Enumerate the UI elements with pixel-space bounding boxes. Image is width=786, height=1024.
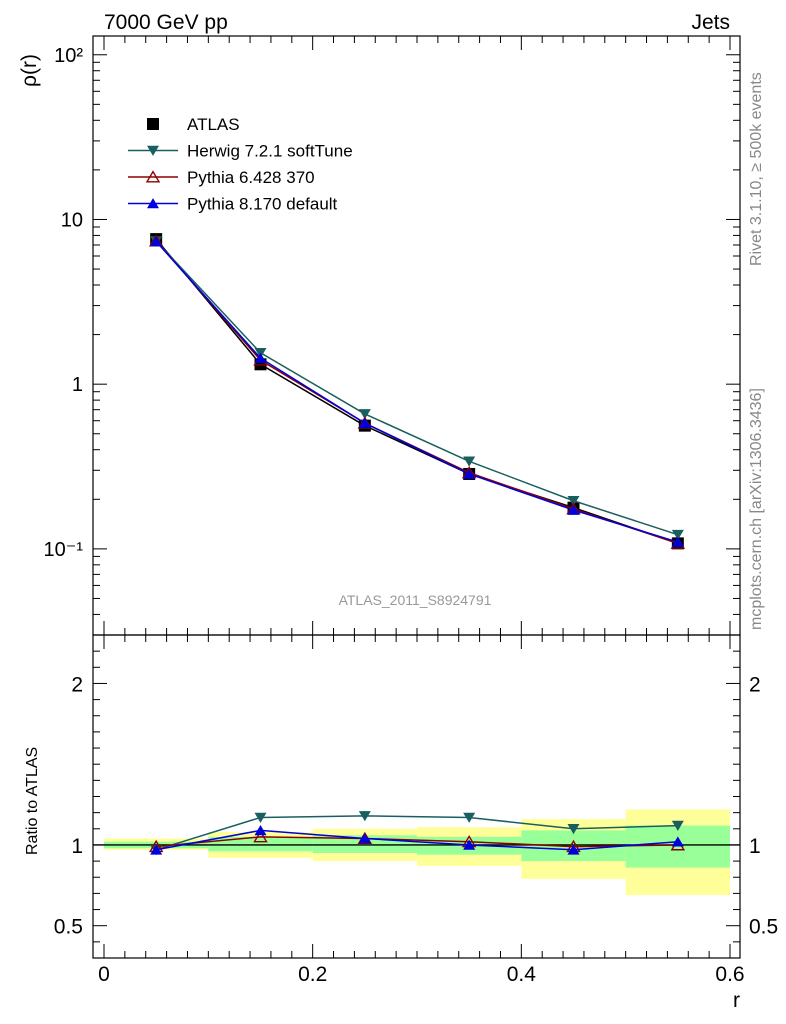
header-right: Jets bbox=[691, 11, 730, 34]
legend-label: Pythia 6.428 370 bbox=[187, 168, 315, 187]
y-tick-label: 1 bbox=[71, 835, 83, 858]
header-left: 7000 GeV pp bbox=[104, 11, 228, 34]
ratio-point bbox=[358, 811, 371, 822]
data-point bbox=[671, 536, 684, 547]
y-tick-label: 10² bbox=[54, 45, 83, 67]
ratio-series-line bbox=[156, 829, 678, 851]
mcplots-label: mcplots.cern.ch [arXiv:1306.3436] bbox=[748, 388, 765, 630]
ratio-point bbox=[254, 825, 267, 836]
ratio-point bbox=[463, 839, 476, 850]
ratio-point bbox=[567, 824, 580, 835]
legend-marker bbox=[145, 170, 161, 183]
y-tick-label: 10 bbox=[61, 209, 83, 231]
data-point bbox=[567, 504, 580, 515]
x-axis-label: r bbox=[733, 989, 740, 1012]
ratio-point bbox=[358, 833, 371, 844]
rivet-label: Rivet 3.1.10, ≥ 500k events bbox=[748, 72, 765, 266]
data-point bbox=[567, 495, 580, 507]
y-axis-label: ρ(r) bbox=[18, 54, 41, 87]
analysis-watermark: ATLAS_2011_S8924791 bbox=[339, 592, 492, 608]
ratio-point bbox=[150, 844, 163, 855]
legend-marker bbox=[147, 198, 159, 209]
data-point bbox=[358, 409, 371, 420]
data-point bbox=[254, 352, 267, 363]
data-point bbox=[463, 456, 476, 467]
ratio-panel: 0.5 0.5 1 1 2 2 0 0.2 0.4 0.6 r Ratio to ATLAS bbox=[24, 634, 778, 1012]
series-line bbox=[155, 240, 679, 543]
y-tick-label: 0.5 bbox=[54, 916, 83, 939]
ratio-point bbox=[671, 820, 684, 831]
y-tick-label-right: 2 bbox=[749, 673, 761, 696]
y-tick-label: 1 bbox=[72, 374, 83, 396]
data-point bbox=[463, 468, 476, 479]
y-axis-label: Ratio to ATLAS bbox=[24, 747, 41, 855]
ratio-point bbox=[254, 812, 267, 823]
y-tick-label: 10⁻¹ bbox=[44, 539, 84, 561]
ratio-frame bbox=[92, 634, 741, 959]
ratio-series-line bbox=[155, 815, 678, 851]
legend-marker bbox=[147, 145, 159, 156]
ratio-series-line bbox=[156, 836, 678, 848]
x-tick-label: 0.4 bbox=[507, 963, 537, 986]
y-tick-label-right: 1 bbox=[749, 835, 761, 858]
series-line bbox=[155, 240, 679, 536]
ratio-point bbox=[463, 812, 476, 823]
ratio-point bbox=[253, 830, 268, 843]
y-tick-label: 2 bbox=[71, 673, 83, 696]
data-point bbox=[671, 529, 684, 541]
data-point bbox=[358, 417, 371, 428]
x-tick-label: 0.6 bbox=[715, 963, 744, 986]
legend-label: ATLAS bbox=[187, 115, 240, 134]
uncertainty-band-green bbox=[208, 836, 313, 852]
ratio-point bbox=[671, 836, 684, 847]
legend-label: Herwig 7.2.1 softTune bbox=[187, 142, 353, 161]
uncertainty-band-green bbox=[625, 825, 730, 868]
ratio-point bbox=[567, 844, 580, 855]
series-line bbox=[155, 240, 679, 545]
series-line bbox=[155, 238, 679, 545]
y-tick-label-right: 0.5 bbox=[749, 916, 778, 939]
legend-label: Pythia 8.170 default bbox=[187, 195, 338, 214]
x-tick-label: 0 bbox=[98, 963, 110, 986]
x-tick-label: 0.2 bbox=[298, 963, 327, 986]
main-panel: 10⁻¹ 1 10 10² ρ(r) ATLAS Herwig 7.2.1 softTune… bbox=[18, 35, 741, 636]
legend-marker bbox=[147, 118, 159, 130]
data-point bbox=[150, 236, 163, 247]
